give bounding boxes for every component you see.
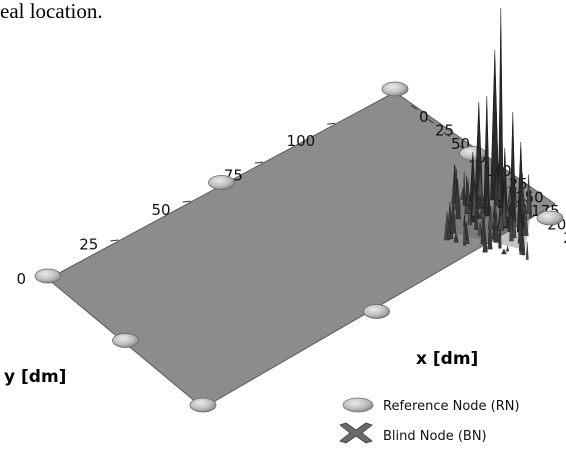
reference-node [189,397,217,413]
legend-bn-label: Blind Node (BN) [383,429,487,444]
localization-spike [487,205,494,230]
localization-spike [465,177,471,206]
localization-spike [497,208,505,232]
localization-spikes [443,7,533,260]
localization-spike [453,232,459,243]
localization-spike [514,187,518,208]
localization-spike [520,173,525,215]
localization-spike [477,166,484,197]
reference-node [208,175,235,190]
localization-spike [450,198,457,234]
localization-spike [501,248,507,255]
localization-spike [507,187,513,204]
localization-spike [526,174,531,214]
localization-spike [508,211,514,226]
reference-node [536,210,564,226]
localization-spike [477,221,483,236]
x-tick-mark [410,104,418,110]
x-tick-mark [427,118,434,124]
localization-spike [519,233,525,251]
localization-spike [485,186,489,208]
legend-rn-marker [342,397,374,413]
legend-bn-marker [339,422,373,444]
localization-spike [518,197,522,236]
localization-spike [506,245,510,252]
reference-nodes [34,81,564,413]
y-tick-mark [327,122,336,125]
localization-spike [504,204,511,218]
x-tick-mark [443,131,450,137]
localization-spike [474,197,479,230]
localization-spike [496,165,502,201]
localization-spike [511,206,517,239]
x-tick-label: 25 [435,121,454,139]
y-tick-label: 0 [16,270,26,288]
legend: Reference Node (RN) Blind Node (BN) [339,397,520,444]
reference-node [363,304,390,319]
y-tick-label: 100 [287,132,316,150]
x-tick-label: 225 [563,229,566,247]
y-tick-label: 50 [152,201,171,219]
localization-spike [522,222,527,234]
localization-spike [480,207,486,219]
localization-spike [467,201,472,226]
localization-spike [464,237,470,244]
y-tick-mark [254,161,263,164]
legend-rn-label: Reference Node (RN) [383,399,520,414]
localization-spike [478,212,482,220]
y-tick-label: 25 [79,236,98,254]
reference-node [34,268,62,284]
x-tick-label: 0 [419,108,429,126]
caption-fragment: eal location. [0,0,103,23]
x-axis-title: x [dm] [416,349,478,369]
y-tick-mark [182,200,191,203]
localization-spike [453,165,457,194]
localization-spike [525,241,529,260]
reference-node [112,333,139,348]
localization-spike [498,7,504,209]
reference-node [381,81,409,97]
localization-spike [487,218,493,250]
localization-spike [480,203,487,245]
y-axis-title: y [dm] [4,367,66,387]
localization-spike [462,171,466,206]
y-tick-mark [110,239,119,242]
localization-spike [483,95,491,217]
localization-spike [454,178,461,210]
localization-spike [480,209,483,214]
localization-spike [493,211,499,243]
localization-spike [463,214,467,246]
localization-spike [479,191,486,208]
localization-spike [490,49,500,201]
